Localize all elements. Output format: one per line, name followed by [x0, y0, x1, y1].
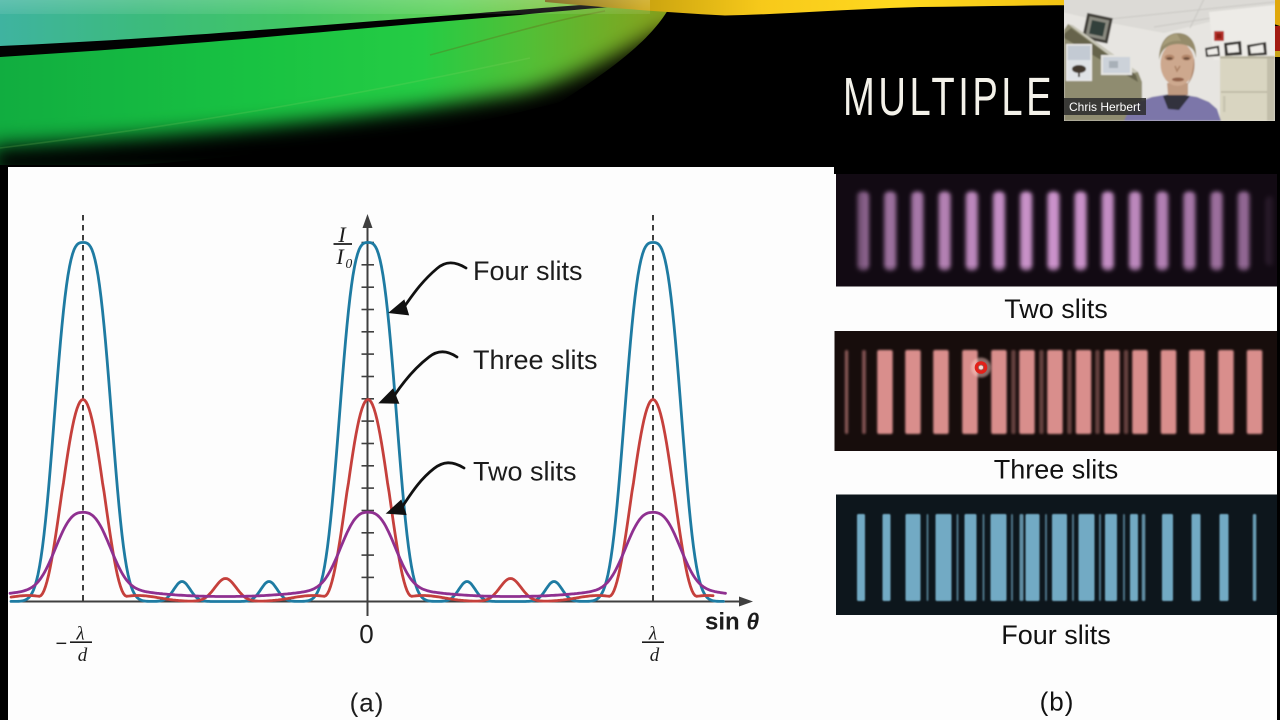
svg-text:d: d: [78, 645, 88, 666]
svg-text:I: I: [335, 244, 345, 269]
svg-text:λ: λ: [648, 624, 657, 645]
svg-text:Three slits: Three slits: [994, 455, 1119, 485]
svg-text:(a): (a): [350, 688, 385, 718]
svg-text:(b): (b): [1040, 687, 1075, 717]
svg-text:0: 0: [346, 256, 353, 271]
svg-text:Two slits: Two slits: [1004, 294, 1108, 324]
svg-text:Two slits: Two slits: [473, 457, 577, 487]
svg-text:−: −: [56, 633, 68, 655]
svg-text:Four slits: Four slits: [473, 256, 583, 286]
svg-text:0: 0: [359, 619, 373, 649]
svg-text:d: d: [650, 645, 660, 666]
svg-text:Three slits: Three slits: [473, 345, 598, 375]
svg-text:I: I: [337, 222, 347, 247]
svg-text:λ: λ: [75, 624, 84, 645]
svg-text:sin θ: sin θ: [705, 609, 759, 636]
svg-text:Four slits: Four slits: [1001, 620, 1111, 650]
